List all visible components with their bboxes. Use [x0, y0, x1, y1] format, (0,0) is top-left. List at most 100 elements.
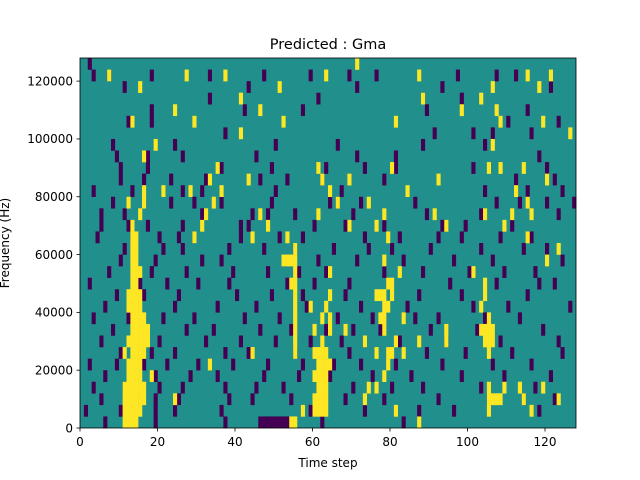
heatmap-cell-low: [347, 347, 352, 359]
heatmap-cell-low: [165, 277, 170, 290]
heatmap-cell-low: [459, 92, 464, 105]
heatmap-cell-low: [545, 162, 550, 174]
heatmap-cell-low: [417, 404, 422, 417]
heatmap-cell-high: [142, 185, 147, 197]
heatmap-cell-high: [134, 323, 139, 336]
heatmap-cell-low: [506, 300, 511, 313]
heatmap-cell-low: [161, 243, 166, 255]
heatmap-cell-low: [192, 312, 197, 325]
y-axis: 0 20000 40000 60000 80000 100000 120000: [27, 74, 80, 435]
heatmap-cell-low: [215, 370, 220, 382]
heatmap-cell-low: [235, 289, 240, 302]
heatmap-cell-high: [145, 323, 150, 336]
heatmap-cell-low: [455, 69, 460, 82]
heatmap-cell-high: [219, 185, 224, 197]
heatmap-cell-high: [138, 300, 143, 313]
heatmap-cell-low: [502, 370, 507, 382]
heatmap-cell-high: [486, 347, 491, 359]
heatmap-cell-low: [103, 416, 108, 429]
heatmap-cell-high: [483, 208, 488, 221]
heatmap-cell-high: [134, 370, 139, 382]
heatmap-cell-high: [320, 358, 325, 371]
x-tick-label: 120: [534, 435, 557, 449]
heatmap-cell-low: [273, 185, 278, 197]
heatmap-cell-high: [417, 69, 422, 82]
heatmap-cell-low: [95, 231, 100, 244]
heatmap-cell-high: [134, 335, 139, 348]
heatmap-cell-low: [479, 243, 484, 255]
heatmap-cell-low: [459, 289, 464, 302]
heatmap-cell-low: [223, 347, 228, 359]
heatmap-cell-high: [490, 81, 495, 93]
heatmap-cell-high: [386, 358, 391, 371]
heatmap-cell-high: [502, 219, 507, 232]
heatmap-cell-high: [130, 323, 135, 336]
heatmap-cell-high: [285, 254, 290, 267]
heatmap-cell-high: [486, 393, 491, 406]
heatmap-cell-high: [374, 289, 379, 302]
heatmap-cell-low: [87, 358, 92, 371]
heatmap-cell-high: [130, 231, 135, 244]
high-value-cells: [107, 58, 573, 429]
heatmap-cell-high: [548, 69, 553, 82]
heatmap-cell-high: [362, 335, 367, 348]
heatmap-cell-high: [130, 393, 135, 406]
heatmap-cell-high: [153, 138, 158, 151]
heatmap-cell-low: [401, 254, 406, 267]
heatmap-cell-high: [324, 370, 329, 382]
heatmap-cell-high: [525, 69, 530, 82]
heatmap-cell-low: [347, 69, 352, 82]
heatmap-cell-low: [525, 289, 530, 302]
heatmap-cell-high: [293, 289, 298, 302]
heatmap-cell-low: [362, 162, 367, 174]
heatmap-cell-high: [521, 162, 526, 174]
heatmap-cell-high: [293, 347, 298, 359]
heatmap-cell-high: [130, 404, 135, 417]
heatmap-cell-low: [184, 266, 189, 278]
heatmap-cell-low: [111, 138, 116, 151]
heatmap-cell-low: [219, 404, 224, 417]
heatmap-cell-low: [421, 266, 426, 278]
heatmap-cell-low: [343, 393, 348, 406]
heatmap-cell-high: [390, 347, 395, 359]
heatmap-cell-high: [130, 335, 135, 348]
heatmap-cell-low: [258, 323, 263, 336]
heatmap-cell-low: [339, 185, 344, 197]
heatmap-cell-low: [343, 219, 348, 232]
y-tick-label: 80000: [35, 190, 73, 204]
heatmap-cell-high: [138, 335, 143, 348]
heatmap-cell-high: [289, 254, 294, 267]
heatmap-cell-high: [479, 323, 484, 336]
heatmap-cell-low: [91, 69, 96, 82]
heatmap-cell-high: [312, 323, 317, 336]
heatmap-cell-high: [405, 185, 410, 197]
heatmap-cell-high: [142, 335, 147, 348]
heatmap-cell-low: [242, 312, 247, 325]
heatmap-cell-low: [223, 416, 228, 429]
heatmap-cell-high: [192, 231, 197, 244]
heatmap-cell-high: [328, 312, 333, 325]
x-tick-label: 80: [382, 435, 397, 449]
heatmap-cell-low: [219, 254, 224, 267]
heatmap-cell-low: [246, 347, 251, 359]
y-tick-label: 20000: [35, 363, 73, 377]
heatmap-cell-low: [184, 323, 189, 336]
heatmap-cell-low: [266, 358, 271, 371]
heatmap-cell-low: [335, 138, 340, 151]
heatmap-cell-low: [459, 370, 464, 382]
heatmap-cell-low: [362, 231, 367, 244]
heatmap-cell-low: [351, 323, 356, 336]
heatmap-cell-low: [169, 173, 174, 186]
heatmap-cell-low: [87, 58, 92, 70]
heatmap-cell-high: [382, 254, 387, 267]
heatmap-cell-low: [548, 81, 553, 93]
heatmap-cell-low: [517, 196, 522, 209]
heatmap-cell-low: [254, 300, 259, 313]
heatmap-cell-low: [103, 370, 108, 382]
heatmap-cell-high: [483, 323, 488, 336]
heatmap-cell-high: [122, 381, 127, 394]
heatmap-cell-low: [514, 69, 519, 82]
heatmap-cell-low: [277, 416, 282, 429]
heatmap-cell-low: [529, 127, 534, 140]
heatmap-cell-low: [397, 231, 402, 244]
